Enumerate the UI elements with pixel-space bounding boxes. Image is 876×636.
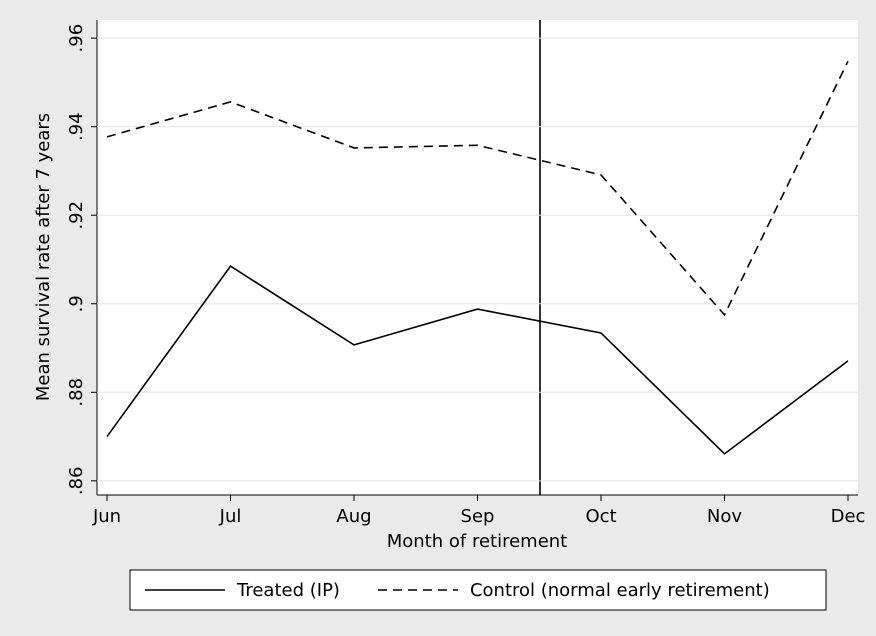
y-tick-label: .96 <box>66 24 87 53</box>
legend-box <box>129 569 827 611</box>
y-tick-label: .9 <box>66 295 87 312</box>
plot-area <box>97 20 858 495</box>
series-line <box>106 265 849 455</box>
y-tick-label: .88 <box>66 378 87 407</box>
x-tick-label: Nov <box>707 506 742 527</box>
y-tick-label: .92 <box>66 201 87 230</box>
x-tick-label: Aug <box>336 506 371 527</box>
y-tick-label: .94 <box>66 112 87 141</box>
x-tick-label: Oct <box>585 506 616 527</box>
legend-label: Control (normal early retirement) <box>470 580 770 601</box>
legend-label: Treated (IP) <box>236 580 340 601</box>
x-tick-label: Dec <box>831 506 866 527</box>
x-tick-label: Sep <box>461 506 495 527</box>
x-axis-title: Month of retirement <box>387 531 568 552</box>
series-line <box>106 60 849 317</box>
x-tick-label: Jul <box>219 506 242 527</box>
y-axis-title: Mean survival rate after 7 years <box>33 113 54 401</box>
y-tick-label: .86 <box>66 467 87 496</box>
x-tick-label: Jun <box>92 506 121 527</box>
